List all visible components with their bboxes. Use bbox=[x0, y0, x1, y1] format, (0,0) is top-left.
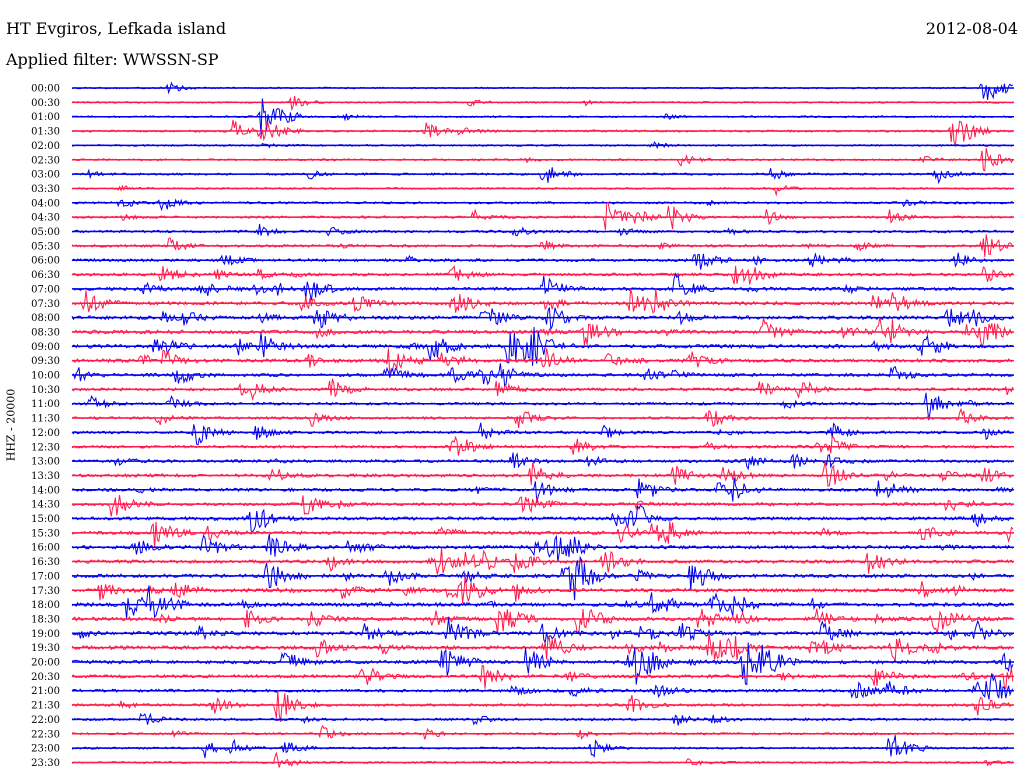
row-label-22:00: 22:00 bbox=[31, 715, 60, 726]
row-label-12:00: 12:00 bbox=[31, 428, 60, 439]
row-label-02:00: 02:00 bbox=[31, 141, 60, 152]
row-label-21:00: 21:00 bbox=[31, 686, 60, 697]
trace-12:00 bbox=[71, 422, 1013, 446]
row-label-16:30: 16:30 bbox=[31, 557, 60, 568]
row-label-01:30: 01:30 bbox=[31, 127, 60, 138]
row-labels: 00:00 00:30 01:00 01:30 02:00 02:30 03:00 03:30… bbox=[31, 84, 60, 769]
row-label-19:00: 19:00 bbox=[31, 629, 60, 640]
trace-03:00 bbox=[71, 167, 1014, 185]
trace-14:30 bbox=[71, 495, 1013, 517]
row-label-16:00: 16:00 bbox=[31, 543, 60, 554]
trace-13:30 bbox=[71, 461, 1014, 487]
row-label-14:00: 14:00 bbox=[31, 485, 60, 496]
trace-11:00 bbox=[71, 392, 1014, 421]
row-label-09:30: 09:30 bbox=[31, 356, 60, 367]
trace-18:30 bbox=[71, 608, 1014, 635]
trace-20:00 bbox=[71, 642, 1014, 686]
row-label-06:30: 06:30 bbox=[31, 270, 60, 281]
row-label-15:30: 15:30 bbox=[31, 528, 60, 539]
row-label-21:30: 21:30 bbox=[31, 701, 60, 712]
trace-06:00 bbox=[71, 252, 1013, 270]
trace-03:30 bbox=[71, 184, 1014, 197]
row-label-13:00: 13:00 bbox=[31, 457, 60, 468]
row-label-08:00: 08:00 bbox=[31, 313, 60, 324]
row-label-05:00: 05:00 bbox=[31, 227, 60, 238]
row-label-07:30: 07:30 bbox=[31, 299, 60, 310]
row-label-10:30: 10:30 bbox=[31, 385, 60, 396]
row-label-03:30: 03:30 bbox=[31, 184, 60, 195]
row-label-06:00: 06:00 bbox=[31, 256, 60, 267]
filter-label: Applied filter: WWSSN-SP bbox=[6, 50, 219, 69]
row-label-23:00: 23:00 bbox=[31, 744, 60, 755]
row-label-11:00: 11:00 bbox=[31, 399, 60, 410]
row-label-20:00: 20:00 bbox=[31, 658, 60, 669]
row-label-02:30: 02:30 bbox=[31, 155, 60, 166]
row-label-10:00: 10:00 bbox=[31, 371, 60, 382]
trace-05:00 bbox=[71, 223, 1014, 237]
row-label-20:30: 20:30 bbox=[31, 672, 60, 683]
row-label-09:00: 09:00 bbox=[31, 342, 60, 353]
row-label-14:30: 14:30 bbox=[31, 500, 60, 511]
trace-00:00 bbox=[71, 81, 1014, 100]
trace-04:00 bbox=[71, 198, 1013, 212]
row-label-04:00: 04:00 bbox=[31, 198, 60, 209]
row-label-00:00: 00:00 bbox=[31, 84, 60, 95]
row-label-13:30: 13:30 bbox=[31, 471, 60, 482]
trace-07:30 bbox=[71, 288, 1014, 314]
row-label-00:30: 00:30 bbox=[31, 98, 60, 109]
row-label-17:30: 17:30 bbox=[31, 586, 60, 597]
row-label-12:30: 12:30 bbox=[31, 442, 60, 453]
row-label-18:30: 18:30 bbox=[31, 614, 60, 625]
row-label-19:30: 19:30 bbox=[31, 643, 60, 654]
trace-09:30 bbox=[72, 348, 1014, 376]
trace-19:00 bbox=[71, 617, 1013, 645]
row-label-03:00: 03:00 bbox=[31, 170, 60, 181]
row-label-11:30: 11:30 bbox=[31, 414, 60, 425]
row-label-18:00: 18:00 bbox=[31, 600, 60, 611]
date-label: 2012-08-04 bbox=[925, 19, 1018, 38]
row-label-01:00: 01:00 bbox=[31, 112, 60, 123]
row-label-07:00: 07:00 bbox=[31, 284, 60, 295]
traces bbox=[71, 81, 1014, 768]
row-label-17:00: 17:00 bbox=[31, 571, 60, 582]
trace-16:00 bbox=[71, 533, 1014, 562]
trace-04:30 bbox=[71, 201, 1014, 231]
trace-22:30 bbox=[72, 724, 1014, 741]
station-title: HT Evgiros, Lefkada island bbox=[6, 19, 227, 38]
row-label-15:00: 15:00 bbox=[31, 514, 60, 525]
row-label-22:30: 22:30 bbox=[31, 729, 60, 740]
row-label-04:30: 04:30 bbox=[31, 213, 60, 224]
row-label-23:30: 23:30 bbox=[31, 758, 60, 769]
row-label-05:30: 05:30 bbox=[31, 241, 60, 252]
trace-17:30 bbox=[71, 573, 1013, 604]
trace-23:00 bbox=[71, 735, 1014, 759]
row-label-08:30: 08:30 bbox=[31, 327, 60, 338]
trace-23:30 bbox=[71, 751, 1014, 768]
trace-07:00 bbox=[71, 272, 1014, 301]
trace-01:30 bbox=[71, 119, 1014, 146]
